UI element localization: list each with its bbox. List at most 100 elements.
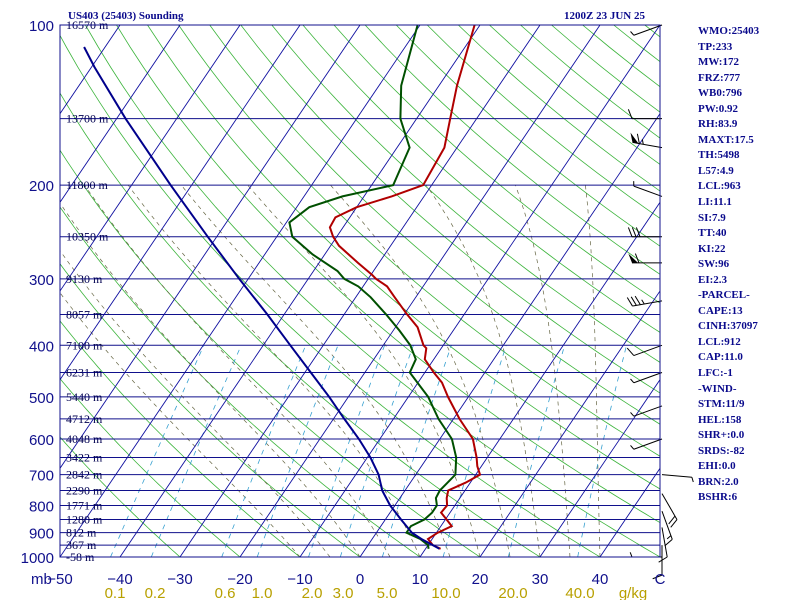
isotherm — [60, 25, 181, 204]
mixing-ratio-tick-label: 20.0 — [498, 585, 527, 600]
mixing-ratio-tick-label: 0.6 — [215, 585, 236, 600]
mixing-ratio-tick-label: 0.2 — [145, 585, 166, 600]
temperature-tick-label: −10 — [287, 571, 312, 588]
temperature-tick-label: −30 — [167, 571, 192, 588]
temperature-line — [328, 25, 482, 550]
plot-frame — [59, 24, 661, 558]
isotherm — [60, 25, 301, 381]
pressure-tick-label: 200 — [29, 178, 54, 195]
index-item: CINH:37097 — [698, 320, 758, 333]
profiles — [83, 25, 482, 550]
index-item: STM:11/9 — [698, 398, 745, 411]
mixing-ratio-tick-label: 1.0 — [252, 585, 273, 600]
isotherm — [299, 25, 660, 557]
index-item: TP:233 — [698, 40, 733, 53]
pressure-tick-label: 900 — [29, 526, 54, 543]
index-item: TH:5498 — [698, 149, 740, 162]
wind-barb — [630, 405, 663, 417]
dry-adiabat — [116, 25, 660, 524]
pressure-tick-label: 700 — [29, 468, 54, 485]
moist-adiabat — [585, 185, 601, 557]
wind-barb — [630, 438, 663, 450]
index-item: BSHR:6 — [698, 491, 738, 504]
wind-barb — [630, 24, 663, 36]
index-item: -PARCEL- — [698, 289, 750, 302]
height-label: 5440 m — [66, 390, 103, 404]
index-item: SW:96 — [698, 258, 730, 271]
index-item: WMO:25403 — [698, 25, 760, 37]
isotherm — [239, 25, 601, 557]
mixing-ratio-tick-label: 10.0 — [431, 585, 460, 600]
pressure-tick-label: 300 — [29, 272, 54, 289]
pressure-tick-label: 1000 — [21, 550, 54, 567]
wind-barb — [658, 527, 668, 563]
isotherm — [479, 290, 660, 557]
wind-barb — [661, 510, 673, 547]
height-label: 2290 m — [66, 484, 103, 498]
moist-adiabat — [425, 184, 541, 557]
temperature-tick-label: 20 — [472, 571, 489, 588]
index-item: SI:7.9 — [698, 211, 726, 224]
height-label: 11800 m — [66, 178, 109, 192]
mixing-ratio-line — [507, 345, 565, 557]
mixing-ratio-line — [221, 345, 307, 557]
wind-barb — [661, 493, 678, 528]
height-label: 8057 m — [66, 307, 103, 321]
pressure-tick-label: 400 — [29, 338, 54, 355]
wind-barbs — [626, 24, 694, 580]
temperature-tick-label: −40 — [107, 571, 132, 588]
height-label: 1771 m — [66, 498, 103, 512]
index-item: CAP:11.0 — [698, 351, 743, 364]
height-label: 10350 m — [66, 230, 109, 244]
mixing-ratio-tick-label: 5.0 — [377, 585, 398, 600]
moist-adiabat — [515, 184, 571, 557]
index-item: LCL:963 — [698, 180, 741, 193]
index-item: HEL:158 — [698, 413, 742, 426]
dry-adiabat — [60, 34, 601, 557]
index-item: LCL:912 — [698, 335, 741, 348]
wind-barb — [628, 253, 662, 264]
isotherm — [539, 378, 660, 557]
isotherm — [60, 25, 241, 292]
mixing-ratio-line — [110, 345, 205, 557]
pressure-unit-label: mb — [31, 571, 52, 588]
wind-barb — [630, 132, 663, 149]
pressure-tick-label: 800 — [29, 498, 54, 515]
isotherms — [60, 25, 660, 557]
isotherm — [419, 201, 660, 557]
isotherm — [119, 25, 481, 557]
index-item: -WIND- — [698, 382, 737, 395]
wind-barb — [630, 372, 663, 384]
pressure-tick-label: 500 — [29, 390, 54, 407]
height-label: 812 m — [66, 526, 97, 540]
moist-adiabat — [247, 184, 481, 557]
mixing-ratio-tick-label: 2.0 — [302, 585, 323, 600]
temperature-tick-label: −50 — [47, 571, 72, 588]
height-label: 2842 m — [66, 468, 103, 482]
index-item: MW:172 — [698, 56, 739, 69]
isotherm — [359, 112, 660, 557]
temperature-tick-label: 30 — [532, 571, 549, 588]
station-title: US403 (25403) Sounding — [68, 10, 184, 22]
isotherm — [179, 25, 541, 557]
mixing-ratio-tick-label: 3.0 — [333, 585, 354, 600]
height-label: 3422 m — [66, 450, 103, 464]
pressure-tick-label: 600 — [29, 432, 54, 449]
height-label: 6231 m — [66, 366, 103, 380]
dewpoint-line — [288, 25, 458, 549]
index-item: WB0:796 — [698, 87, 742, 100]
index-item: TT:40 — [698, 227, 727, 240]
mixing-ratio-line — [256, 345, 339, 557]
wind-barb — [627, 109, 662, 120]
index-item: SHR+:0.0 — [698, 429, 745, 442]
height-label: 4712 m — [66, 412, 103, 426]
height-label: 7100 m — [66, 338, 103, 352]
moist-adiabat — [60, 250, 331, 557]
dry-adiabat — [551, 25, 660, 113]
wind-barb — [633, 181, 663, 197]
temperature-tick-label: 10 — [412, 571, 429, 588]
temperature-unit-label: C — [655, 571, 666, 588]
